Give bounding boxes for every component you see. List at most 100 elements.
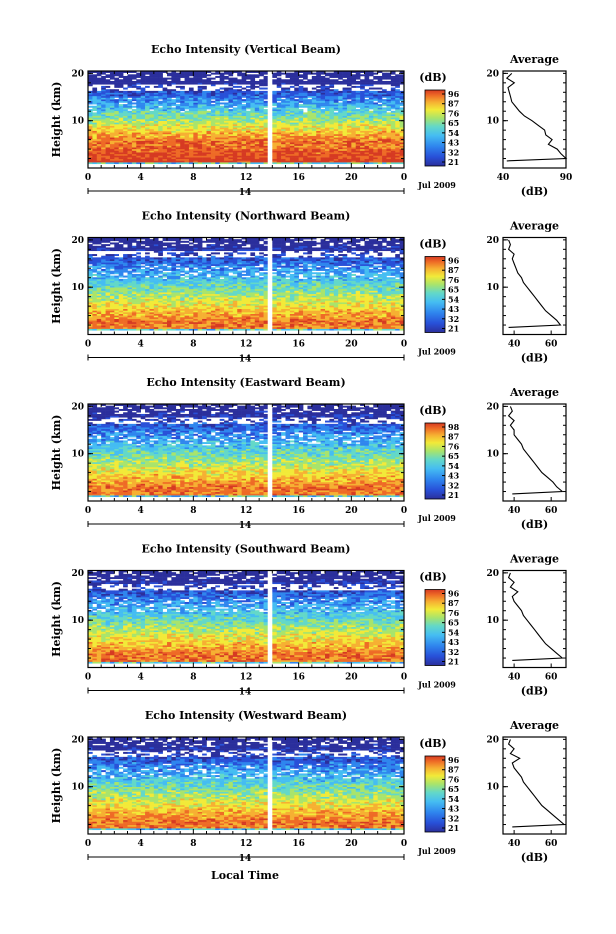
heatmap-cell xyxy=(312,88,317,90)
heatmap-cell xyxy=(154,91,159,93)
heatmap-cell xyxy=(356,81,361,83)
heatmap-cell xyxy=(132,102,137,104)
heatmap-cell xyxy=(250,74,255,76)
heatmap-cell xyxy=(132,74,137,76)
heatmap-cell xyxy=(224,81,229,83)
heatmap-cell xyxy=(224,88,229,90)
heatmap-cell xyxy=(233,89,238,91)
heatmap-cell xyxy=(189,88,194,90)
heatmap-cell xyxy=(193,91,198,93)
heatmap-cell xyxy=(281,79,286,81)
heatmap-cell xyxy=(242,99,247,101)
colorbar-tick-label: 96 xyxy=(448,89,460,99)
heatmap-cell xyxy=(92,74,97,76)
heatmap-cell xyxy=(272,73,277,75)
heatmap-cell xyxy=(211,81,216,83)
heatmap-cell xyxy=(255,81,260,83)
heatmap-cell xyxy=(386,81,391,83)
heatmap-cell xyxy=(132,106,137,108)
heatmap-cell xyxy=(395,74,400,76)
heatmap-cell xyxy=(369,79,374,81)
heatmap-cell xyxy=(106,74,111,76)
heatmap-cell xyxy=(114,89,119,91)
heatmap-cell xyxy=(391,88,396,90)
heatmap-cell xyxy=(365,89,370,91)
heatmap-cell xyxy=(316,89,321,91)
heatmap-cell xyxy=(88,74,93,76)
heatmap-cell xyxy=(386,112,391,114)
heatmap-cell xyxy=(180,112,185,114)
heatmap-cell xyxy=(101,86,106,88)
heatmap-cell xyxy=(351,91,356,93)
data-gap xyxy=(268,71,271,168)
heatmap-cell xyxy=(167,81,172,83)
heatmap-cell xyxy=(338,102,343,104)
heatmap-cell xyxy=(228,78,233,80)
heatmap-cell xyxy=(382,81,387,83)
heatmap-cell xyxy=(220,102,225,104)
heatmap-cell xyxy=(158,101,163,103)
heatmap-cell xyxy=(325,73,330,75)
heatmap-cell xyxy=(373,81,378,83)
heatmap-cell xyxy=(373,91,378,93)
x-tick-label: 8 xyxy=(190,173,196,183)
heatmap-cell xyxy=(132,81,137,83)
heatmap-cell xyxy=(299,79,304,81)
heatmap-cell xyxy=(369,91,374,93)
heatmap-cell xyxy=(119,104,124,106)
profile-x-tick-label: 90 xyxy=(560,173,573,183)
heatmap-cells xyxy=(88,71,404,164)
heatmap-cell xyxy=(180,81,185,83)
heatmap-cell xyxy=(307,79,312,81)
heatmap-cell xyxy=(215,76,220,78)
profile-y-tick-label: 20 xyxy=(486,69,499,79)
heatmap-cell xyxy=(325,78,330,80)
heatmap-cell xyxy=(132,91,137,93)
heatmap-cell xyxy=(255,91,260,93)
heatmap-cell xyxy=(176,104,181,106)
heatmap-cell xyxy=(329,79,334,81)
heatmap-cell xyxy=(378,91,383,93)
heatmap-cell xyxy=(373,76,378,78)
heatmap-cell xyxy=(312,76,317,78)
heatmap-cell xyxy=(259,79,264,81)
heatmap-cell xyxy=(351,86,356,88)
colorbar-tick-label: 43 xyxy=(448,138,460,148)
heatmap-cell xyxy=(101,76,106,78)
heatmap-cell xyxy=(220,91,225,93)
heatmap-cell xyxy=(242,91,247,93)
heatmap-cell xyxy=(307,99,312,101)
heatmap-cell xyxy=(154,86,159,88)
heatmap-cell xyxy=(123,91,128,93)
colorbar-tick-label: 21 xyxy=(448,157,459,167)
heatmap-cell xyxy=(329,89,334,91)
profile-y-tick-label: 10 xyxy=(486,117,499,127)
heatmap-cell xyxy=(123,88,128,90)
heatmap-cell xyxy=(163,78,168,80)
heatmap-cell xyxy=(119,79,124,81)
heatmap-cell xyxy=(272,91,277,93)
heatmap-cell xyxy=(233,78,238,80)
heatmap-cell xyxy=(128,91,133,93)
heatmap-cell xyxy=(128,74,133,76)
heatmap-cell xyxy=(211,104,216,106)
heatmap-cell xyxy=(307,91,312,93)
heatmap-cell xyxy=(373,102,378,104)
heatmap-cell xyxy=(259,88,264,90)
heatmap-cell xyxy=(97,91,102,93)
heatmap-cell xyxy=(321,109,326,111)
heatmap-cell xyxy=(149,111,154,113)
heatmap-cell xyxy=(198,86,203,88)
heatmap-cell xyxy=(106,89,111,91)
heatmap-cell xyxy=(329,73,334,75)
day-marker: 14 xyxy=(239,188,252,198)
heatmap-cell xyxy=(378,104,383,106)
heatmap-cell xyxy=(303,81,308,83)
heatmap-cell xyxy=(167,89,172,91)
heatmap-cell xyxy=(391,111,396,113)
heatmap-cell xyxy=(321,76,326,78)
heatmap-cell xyxy=(299,74,304,76)
heatmap-cell xyxy=(360,79,365,81)
heatmap-cell xyxy=(272,79,277,81)
